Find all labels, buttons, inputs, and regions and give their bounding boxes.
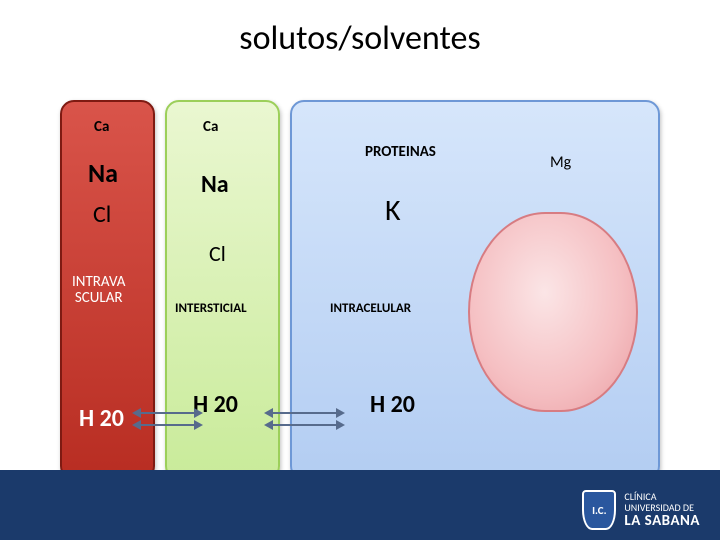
label-zone-a: INTRAVA SCULAR <box>72 275 125 307</box>
label-zone-c: INTRACELULAR <box>330 302 411 316</box>
label-ca-b: Ca <box>203 120 218 136</box>
footer-bar: I.C. CLÍNICA UNIVERSIDAD DE LA SABANA <box>0 470 720 540</box>
compartment-intersticial <box>165 100 280 480</box>
water-exchange-arrow <box>272 424 337 426</box>
label-h2o-a: H 20 <box>79 406 124 431</box>
footer-logo: I.C. CLÍNICA UNIVERSIDAD DE LA SABANA <box>582 490 700 530</box>
label-ca-a: Ca <box>94 120 109 136</box>
label-zone-b: INTERSTICIAL <box>175 302 247 316</box>
label-na-a: Na <box>88 160 118 187</box>
label-mg: Mg <box>550 155 571 172</box>
water-exchange-arrow <box>140 412 195 414</box>
label-cl-a: Cl <box>93 202 111 227</box>
logo-shield-icon: I.C. <box>582 490 616 530</box>
label-cl-b: Cl <box>209 242 226 265</box>
label-na-b: Na <box>201 172 229 197</box>
water-exchange-arrow <box>272 412 337 414</box>
logo-line3: LA SABANA <box>624 513 700 530</box>
page-title: solutos/solventes <box>0 18 720 59</box>
compartment-intracelular <box>290 100 660 480</box>
logo-text: CLÍNICA UNIVERSIDAD DE LA SABANA <box>624 491 700 530</box>
label-proteinas: PROTEINAS <box>365 145 436 161</box>
compartment-diagram: Ca Na Cl INTRAVA SCULAR H 20 Ca Na Cl IN… <box>60 100 660 480</box>
label-h2o-c: H 20 <box>370 392 415 417</box>
label-k: K <box>385 195 401 227</box>
water-exchange-arrow <box>140 424 195 426</box>
cell-blob <box>468 212 638 412</box>
